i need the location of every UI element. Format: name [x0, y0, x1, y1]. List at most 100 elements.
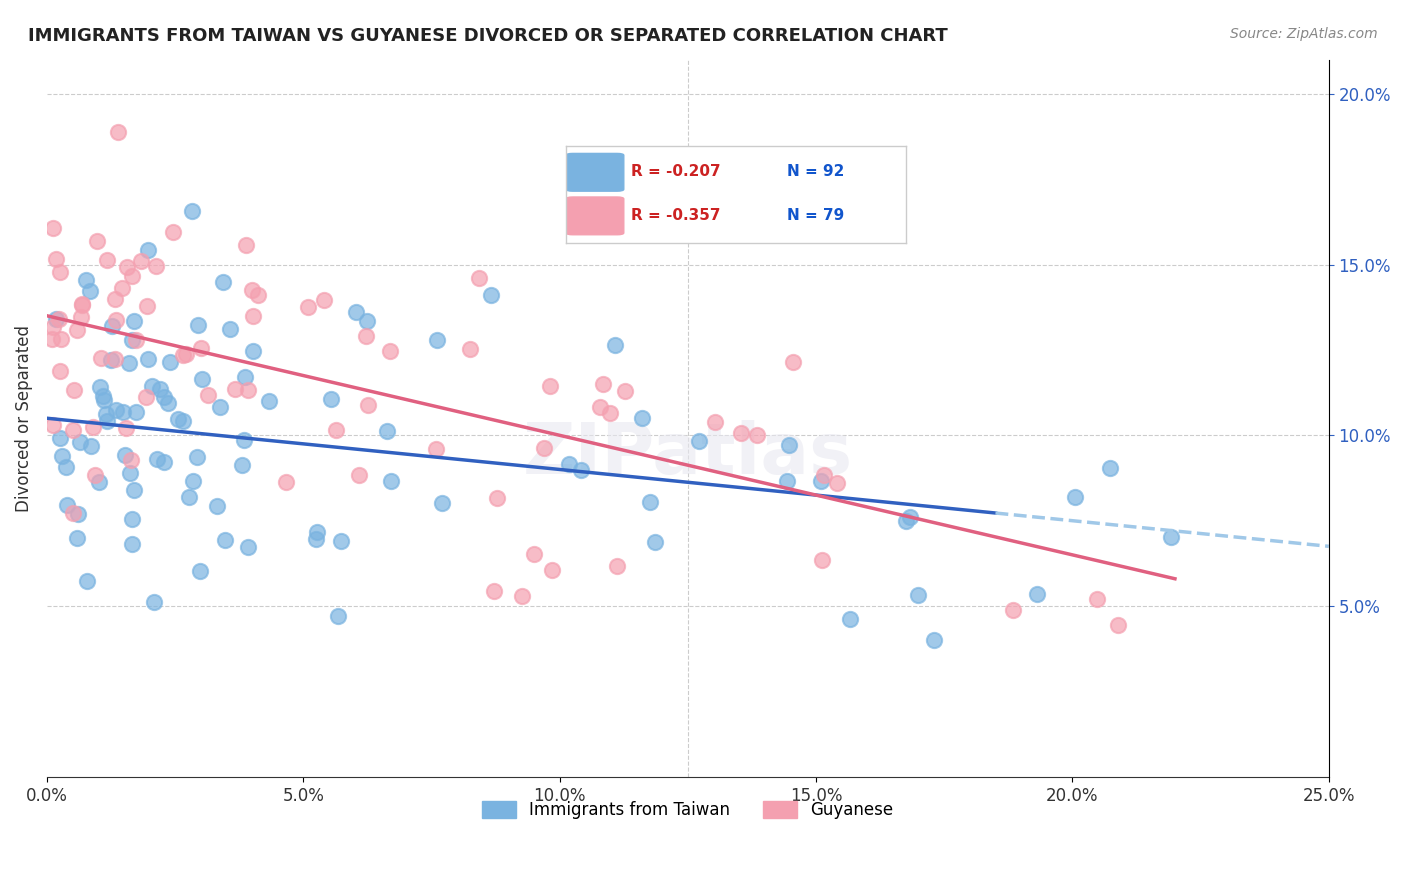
Text: ZIPatlas: ZIPatlas: [523, 419, 853, 489]
Point: [631, 410, 654, 425]
Point: [482, 584, 505, 599]
Point: [346, 305, 368, 319]
Point: [782, 354, 804, 368]
Point: [181, 474, 204, 488]
Point: [125, 333, 148, 347]
Point: [247, 288, 270, 302]
Point: [65, 531, 87, 545]
Point: [51, 449, 73, 463]
Point: [80, 439, 103, 453]
Point: [208, 400, 231, 414]
Point: [41, 332, 63, 346]
Point: [644, 534, 666, 549]
Legend: Immigrants from Taiwan, Guyanese: Immigrants from Taiwan, Guyanese: [475, 795, 900, 826]
Point: [380, 474, 402, 488]
Point: [159, 354, 181, 368]
Point: [426, 333, 449, 347]
Point: [89, 380, 111, 394]
Point: [174, 347, 197, 361]
Point: [825, 475, 848, 490]
Point: [425, 442, 447, 456]
Point: [592, 376, 614, 391]
Y-axis label: Divorced or Separated: Divorced or Separated: [15, 325, 32, 512]
Point: [121, 512, 143, 526]
Point: [69, 435, 91, 450]
Point: [79, 284, 101, 298]
Point: [242, 309, 264, 323]
Point: [149, 382, 172, 396]
Point: [181, 203, 204, 218]
Point: [41, 220, 63, 235]
Point: [136, 243, 159, 257]
Point: [162, 225, 184, 239]
Point: [70, 310, 93, 324]
Point: [188, 564, 211, 578]
Point: [177, 490, 200, 504]
Point: [100, 319, 122, 334]
Point: [145, 452, 167, 467]
Point: [1085, 591, 1108, 606]
Point: [219, 322, 242, 336]
Point: [357, 398, 380, 412]
Point: [211, 275, 233, 289]
Point: [100, 352, 122, 367]
Point: [63, 383, 86, 397]
Point: [297, 300, 319, 314]
Point: [143, 595, 166, 609]
Point: [82, 419, 104, 434]
Point: [172, 347, 194, 361]
Point: [122, 483, 145, 497]
Point: [224, 382, 246, 396]
Point: [242, 343, 264, 358]
Point: [45, 311, 67, 326]
Text: Source: ZipAtlas.com: Source: ZipAtlas.com: [1230, 27, 1378, 41]
Point: [118, 467, 141, 481]
Point: [48, 311, 70, 326]
Point: [91, 389, 114, 403]
Point: [839, 612, 862, 626]
Point: [136, 299, 159, 313]
Point: [276, 475, 298, 489]
Point: [87, 475, 110, 490]
Point: [42, 418, 65, 433]
Point: [1160, 530, 1182, 544]
Point: [49, 332, 72, 346]
Point: [120, 452, 142, 467]
Point: [152, 391, 174, 405]
Point: [486, 491, 509, 505]
Point: [1026, 587, 1049, 601]
Point: [121, 268, 143, 283]
Point: [307, 525, 329, 540]
Point: [42, 319, 65, 334]
Point: [62, 423, 84, 437]
Point: [105, 313, 128, 327]
Point: [458, 342, 481, 356]
Point: [49, 265, 72, 279]
Point: [898, 509, 921, 524]
Point: [1064, 490, 1087, 504]
Point: [231, 458, 253, 472]
Point: [114, 448, 136, 462]
Point: [141, 379, 163, 393]
Point: [589, 400, 612, 414]
Point: [70, 298, 93, 312]
Point: [326, 609, 349, 624]
Point: [62, 506, 84, 520]
Point: [810, 475, 832, 489]
Point: [124, 314, 146, 328]
Point: [305, 532, 328, 546]
Point: [730, 425, 752, 440]
Point: [115, 260, 138, 274]
Point: [94, 407, 117, 421]
Point: [75, 273, 97, 287]
Point: [235, 237, 257, 252]
Point: [1002, 603, 1025, 617]
Point: [538, 379, 561, 393]
Point: [569, 463, 592, 477]
Point: [1107, 618, 1129, 632]
Point: [233, 370, 256, 384]
Point: [533, 441, 555, 455]
Point: [214, 533, 236, 547]
Point: [233, 433, 256, 447]
Point: [599, 406, 621, 420]
